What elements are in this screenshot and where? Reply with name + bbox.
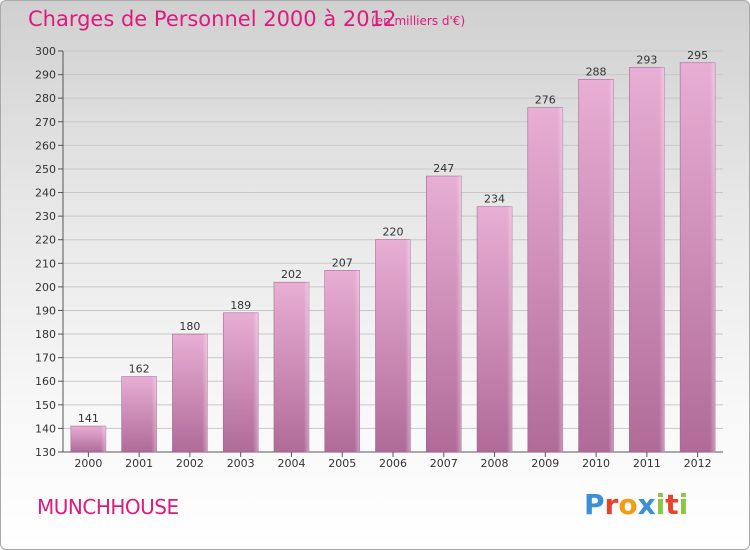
y-tick-label: 240 [35,187,56,200]
value-label-2002: 180 [179,320,200,333]
x-tick-label-2012: 2012 [684,457,712,470]
bar-highlight [680,62,716,452]
x-tick-label-2002: 2002 [176,457,204,470]
y-tick-label: 180 [35,328,56,341]
value-label-2004: 202 [281,268,302,281]
logo-letter: o [618,488,638,521]
bar-highlight [527,107,563,453]
bar-highlight [629,67,665,452]
y-tick-label: 230 [35,210,56,223]
bar-highlight [273,282,309,452]
y-tick-label: 170 [35,352,56,365]
x-tick-label-2004: 2004 [277,457,305,470]
y-tick-label: 260 [35,139,56,152]
x-tick-label-2006: 2006 [379,457,407,470]
logo-letter: r [604,488,619,521]
x-tick-label-2007: 2007 [430,457,458,470]
chart-subtitle: (en milliers d'€) [371,14,466,28]
logo-letter: P [584,488,605,521]
y-tick-label: 270 [35,116,56,129]
x-tick-label-2001: 2001 [125,457,153,470]
bar-highlight [578,79,614,453]
bar-highlight [223,312,259,452]
bar-highlight [375,239,411,452]
value-label-2000: 141 [78,412,99,425]
proxiti-logo: Proxiti [584,488,688,521]
chart-title: Charges de Personnel 2000 à 2012 [28,7,397,31]
value-label-2007: 247 [433,162,454,175]
y-tick-label: 220 [35,234,56,247]
y-tick-label: 190 [35,304,56,317]
y-tick-label: 210 [35,257,56,270]
y-tick-label: 150 [35,399,56,412]
value-label-2001: 162 [129,363,150,376]
commune-name: MUNCHHOUSE [37,495,179,519]
bar-highlight [172,334,208,452]
logo-letter: i [678,488,689,521]
value-label-2006: 220 [383,226,404,239]
x-tick-label-2009: 2009 [531,457,559,470]
value-label-2003: 189 [230,299,251,312]
y-tick-label: 160 [35,375,56,388]
value-label-2009: 276 [535,94,556,107]
y-tick-label: 250 [35,163,56,176]
logo-letter: x [637,488,656,521]
value-label-2005: 207 [332,256,353,269]
x-tick-label-2005: 2005 [328,457,356,470]
y-tick-label: 200 [35,281,56,294]
value-label-2012: 295 [687,49,708,62]
x-tick-label-2008: 2008 [481,457,509,470]
bar-highlight [426,176,462,453]
y-tick-label: 300 [35,45,56,58]
label-layer: 141 162 180 189 202 207 220 247 234 276 288 293 295 [78,49,708,425]
bar-highlight [70,426,106,452]
bar-layer [70,62,716,453]
x-tick-label-2010: 2010 [582,457,610,470]
x-tick-label-2011: 2011 [633,457,661,470]
bar-highlight [324,270,360,452]
y-tick-label: 290 [35,69,56,82]
y-tick-label: 280 [35,92,56,105]
value-label-2010: 288 [586,65,607,78]
x-tick-label-2003: 2003 [227,457,255,470]
y-tick-label: 140 [35,422,56,435]
y-tick-label: 130 [35,446,56,459]
x-tick-label-2000: 2000 [74,457,102,470]
value-label-2008: 234 [484,193,505,206]
logo-letter: i [655,488,666,521]
value-label-2011: 293 [636,54,657,67]
bar-highlight [477,206,513,452]
bar-highlight [121,376,157,452]
logo-letter: t [665,488,679,521]
